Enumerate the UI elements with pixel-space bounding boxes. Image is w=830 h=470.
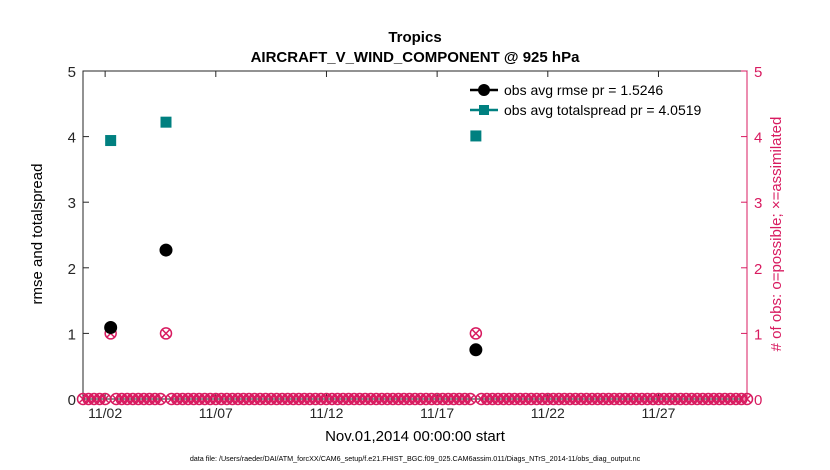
y-tick-label: 1 — [68, 326, 76, 343]
obs-possible-circle — [469, 327, 483, 340]
y2-tick-label: 5 — [754, 64, 762, 81]
totalspread-point — [105, 135, 117, 147]
data-file-footnote: data file: /Users/raeder/DAI/ATM_forcXX/… — [190, 454, 641, 463]
y-tick-label: 4 — [68, 130, 76, 147]
obs-possible-circle — [159, 327, 173, 340]
y2-tick-label: 3 — [754, 195, 762, 212]
plot-area: 11/02 11/07 11/12 11/17 11/22 11/27 0 1 2 3 4 5 0 1 2 3… — [68, 64, 763, 421]
legend-marker-square — [479, 105, 489, 115]
y-tick-label: 0 — [68, 392, 76, 409]
y-axis-label: rmse and totalspread — [29, 164, 46, 305]
y-tick-label: 5 — [68, 64, 76, 81]
y-tick-label: 2 — [68, 261, 76, 278]
y2-tick-label: 0 — [754, 392, 762, 409]
y2-tick-label: 4 — [754, 130, 762, 147]
legend-label: obs avg rmse pr = 1.5246 — [504, 82, 663, 98]
legend-marker-circle — [478, 84, 490, 96]
x-tick-label: 11/27 — [641, 405, 675, 421]
y2-axis-label: # of obs: o=possible; ×=assimilated — [768, 117, 785, 352]
x-tick-label: 11/17 — [420, 405, 454, 421]
totalspread-point — [160, 116, 172, 128]
x-tick-label: 11/07 — [199, 405, 233, 421]
chart-title: Tropics — [388, 29, 441, 46]
obs-count-marker — [159, 327, 173, 340]
legend-label: obs avg totalspread pr = 4.0519 — [504, 102, 702, 118]
y2-tick-label: 2 — [754, 261, 762, 278]
rmse-point — [159, 243, 173, 257]
obs-assimilated-cross — [465, 394, 475, 404]
obs-assimilated-cross — [742, 394, 752, 404]
x-tick-label: 11/12 — [309, 405, 343, 421]
x-tick-label: 11/22 — [531, 405, 565, 421]
y2-tick-label: 1 — [754, 326, 762, 343]
obs-count-marker — [469, 327, 483, 340]
legend: obs avg rmse pr = 1.5246 obs avg totalspr… — [470, 82, 702, 118]
obs-assimilated-cross — [100, 394, 110, 404]
obs-assimilated-cross — [155, 394, 165, 404]
chart-subtitle: AIRCRAFT_V_WIND_COMPONENT @ 925 hPa — [251, 49, 581, 66]
obs-possible-circle — [740, 392, 754, 406]
obs-assimilated-cross — [471, 328, 481, 338]
rmse-point — [469, 343, 483, 357]
rmse-point — [104, 320, 118, 334]
obs-count-marker — [740, 392, 754, 406]
obs-assimilated-cross — [161, 328, 171, 338]
x-axis-label: Nov.01,2014 00:00:00 start — [325, 428, 506, 445]
x-tick-label: 11/02 — [88, 405, 122, 421]
y-tick-label: 3 — [68, 195, 76, 212]
axes-box — [82, 70, 748, 400]
totalspread-point — [470, 130, 482, 142]
